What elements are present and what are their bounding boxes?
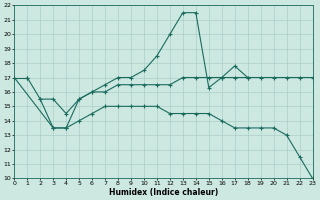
X-axis label: Humidex (Indice chaleur): Humidex (Indice chaleur) bbox=[109, 188, 218, 197]
